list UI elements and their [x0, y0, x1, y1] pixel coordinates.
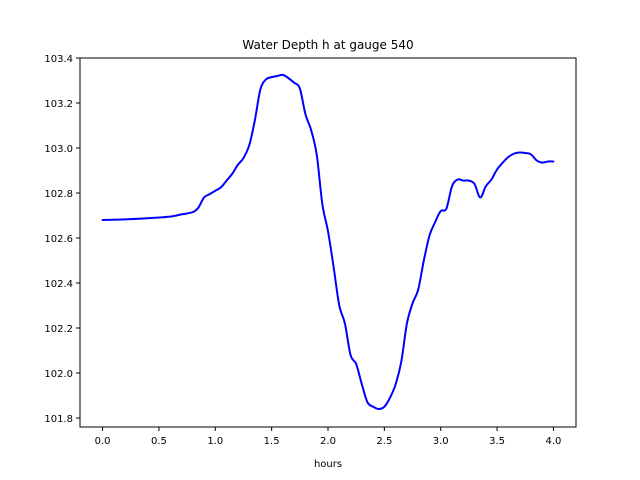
x-axis-ticks: 0.0 0.5 1.0 1.5 2.0 2.5 3.0 3.5 4.0: [95, 427, 562, 447]
y-tick-label: 102.0: [44, 369, 73, 380]
y-tick-label: 101.8: [44, 414, 73, 425]
x-tick-label: 0.5: [151, 436, 167, 447]
y-tick-label: 103.4: [44, 54, 73, 65]
plot-area: [80, 58, 576, 427]
x-tick-label: 4.0: [546, 436, 562, 447]
x-tick-label: 2.0: [320, 436, 336, 447]
y-tick-label: 102.2: [44, 324, 73, 335]
chart-title: Water Depth h at gauge 540: [242, 38, 413, 52]
y-tick-label: 102.6: [44, 234, 73, 245]
x-tick-label: 3.0: [433, 436, 449, 447]
y-axis-ticks: 101.8 102.0 102.2 102.4 102.6 102.8 103.0 103.2…: [44, 54, 80, 425]
x-tick-label: 2.5: [376, 436, 392, 447]
y-tick-label: 103.0: [44, 144, 73, 155]
x-tick-label: 3.5: [489, 436, 505, 447]
x-tick-label: 1.0: [207, 436, 223, 447]
y-tick-label: 103.2: [44, 99, 73, 110]
x-axis-label: hours: [314, 459, 342, 470]
x-tick-label: 1.5: [264, 436, 280, 447]
x-tick-label: 0.0: [95, 436, 111, 447]
y-tick-label: 102.4: [44, 279, 73, 290]
plot-frame: [79, 57, 577, 428]
y-tick-label: 102.8: [44, 189, 73, 200]
series-line: [101, 73, 555, 410]
